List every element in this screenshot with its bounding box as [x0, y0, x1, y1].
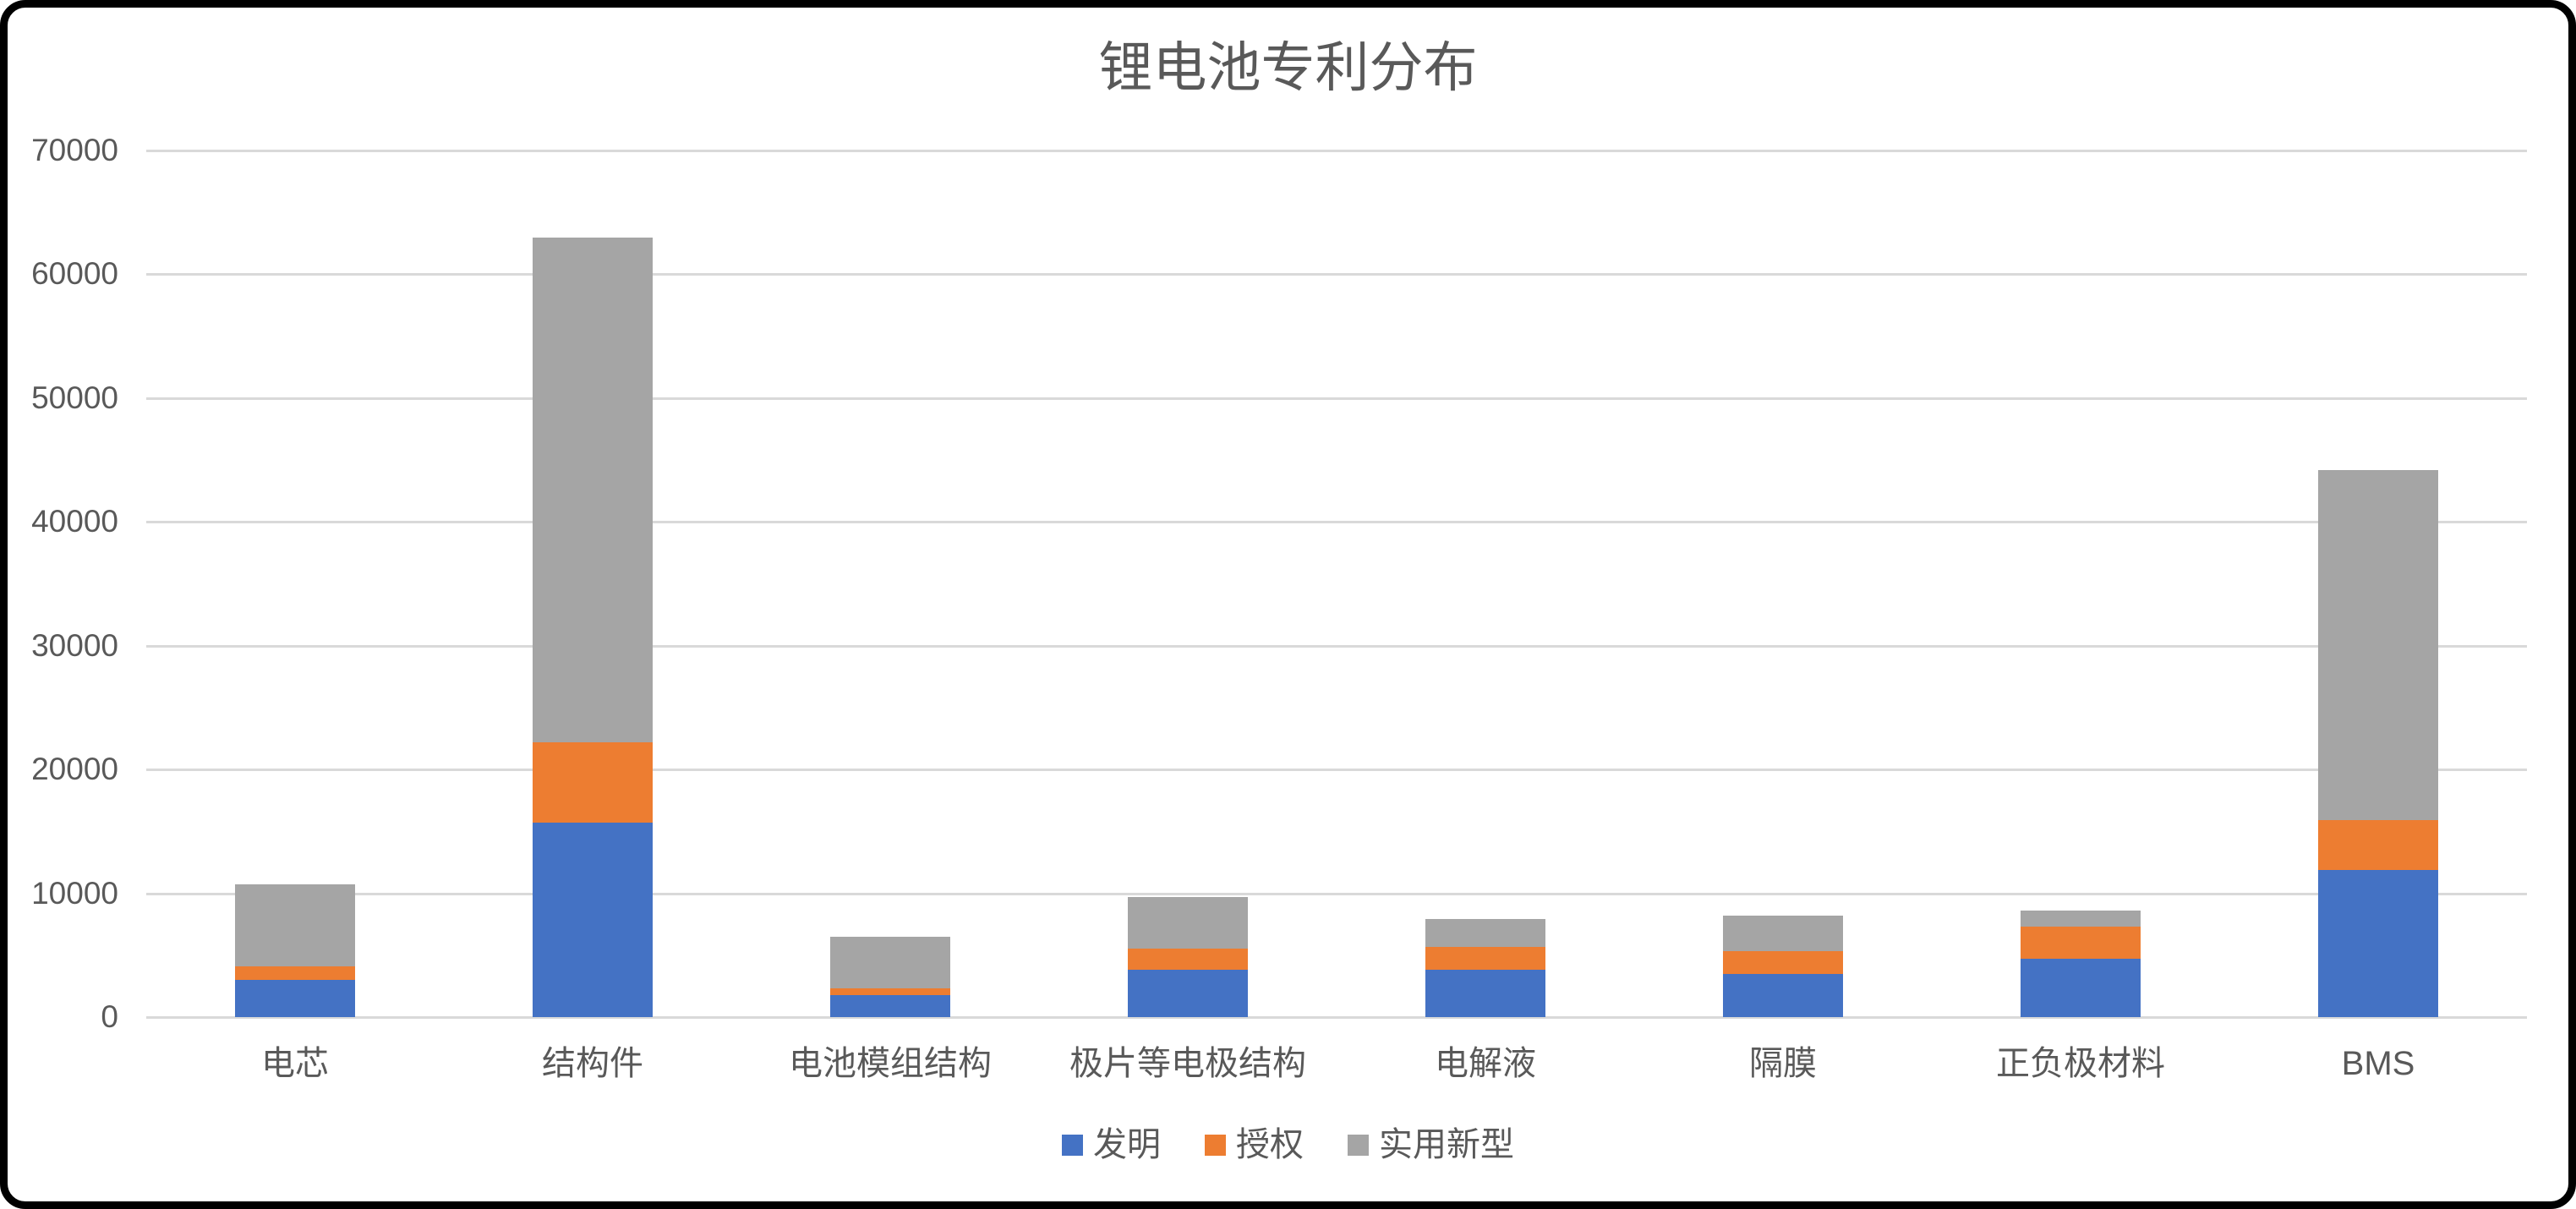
bar-segment-隔膜-实用新型 [1723, 915, 1843, 952]
y-tick-label-20000: 20000 [31, 752, 118, 787]
bar-segment-结构件-实用新型 [533, 237, 653, 742]
bar-segment-隔膜-授权 [1723, 951, 1843, 974]
gridline-50000 [146, 397, 2527, 400]
y-tick-label-0: 0 [101, 999, 118, 1034]
category-label-极片等电极结构: 极片等电极结构 [1069, 1045, 1306, 1082]
gridline-20000 [146, 769, 2527, 772]
bar-segment-正负极材料-实用新型 [2021, 911, 2141, 927]
gridline-70000 [146, 150, 2527, 152]
legend: 发明 授权 实用新型 [0, 1124, 2576, 1165]
legend-label-发明: 发明 [1093, 1126, 1161, 1163]
legend-label-实用新型: 实用新型 [1379, 1126, 1514, 1163]
category-label-电芯: 电芯 [261, 1045, 329, 1082]
bar-segment-电芯-授权 [235, 966, 355, 981]
category-label-正负极材料: 正负极材料 [1996, 1045, 2165, 1082]
bar-segment-BMS-授权 [2318, 820, 2438, 870]
bar-segment-正负极材料-授权 [2021, 927, 2141, 960]
bar-segment-电解液-实用新型 [1425, 919, 1545, 947]
category-label-结构件: 结构件 [542, 1045, 643, 1082]
bar-segment-电解液-发明 [1425, 970, 1545, 1017]
bar-segment-电池模组结构-发明 [830, 994, 950, 1017]
category-label-电池模组结构: 电池模组结构 [789, 1045, 992, 1082]
y-tick-label-10000: 10000 [31, 875, 118, 911]
plot-area [146, 150, 2527, 1019]
gridline-30000 [146, 644, 2527, 648]
gridline-10000 [146, 892, 2527, 895]
chart-title: 锂电池专利分布 [1098, 37, 1478, 98]
bar-segment-电池模组结构-实用新型 [830, 936, 950, 989]
category-label-隔膜: 隔膜 [1749, 1045, 1817, 1082]
y-tick-label-40000: 40000 [31, 504, 118, 539]
gridline-60000 [146, 273, 2527, 276]
bar-segment-BMS-实用新型 [2318, 469, 2438, 821]
bar-segment-极片等电极结构-发明 [1128, 970, 1248, 1017]
category-label-电解液: 电解液 [1435, 1045, 1536, 1082]
bar-segment-极片等电极结构-授权 [1128, 949, 1248, 971]
bar-segment-BMS-发明 [2318, 869, 2438, 1017]
bar-segment-结构件-发明 [533, 823, 653, 1017]
y-tick-label-70000: 70000 [31, 133, 118, 167]
legend-swatch-实用新型 [1348, 1134, 1369, 1156]
bar-segment-隔膜-发明 [1723, 973, 1843, 1017]
bar-segment-电池模组结构-授权 [830, 988, 950, 995]
legend-swatch-发明 [1062, 1134, 1083, 1156]
y-tick-label-30000: 30000 [31, 627, 118, 663]
legend-item-实用新型: 实用新型 [1348, 1124, 1514, 1165]
bar-segment-结构件-授权 [533, 741, 653, 823]
y-tick-label-60000: 60000 [31, 256, 118, 292]
legend-label-授权: 授权 [1236, 1126, 1304, 1163]
bar-segment-极片等电极结构-实用新型 [1128, 896, 1248, 949]
legend-item-授权: 授权 [1205, 1124, 1304, 1165]
gridline-0 [146, 1016, 2527, 1019]
y-tick-label-50000: 50000 [31, 380, 118, 415]
gridline-40000 [146, 521, 2527, 524]
bar-segment-电芯-实用新型 [235, 884, 355, 966]
bar-segment-电解液-授权 [1425, 946, 1545, 971]
legend-swatch-授权 [1205, 1134, 1226, 1156]
category-label-BMS: BMS [2341, 1045, 2415, 1082]
bar-segment-电芯-发明 [235, 980, 355, 1017]
bar-segment-正负极材料-发明 [2021, 959, 2141, 1017]
legend-item-发明: 发明 [1062, 1124, 1161, 1165]
